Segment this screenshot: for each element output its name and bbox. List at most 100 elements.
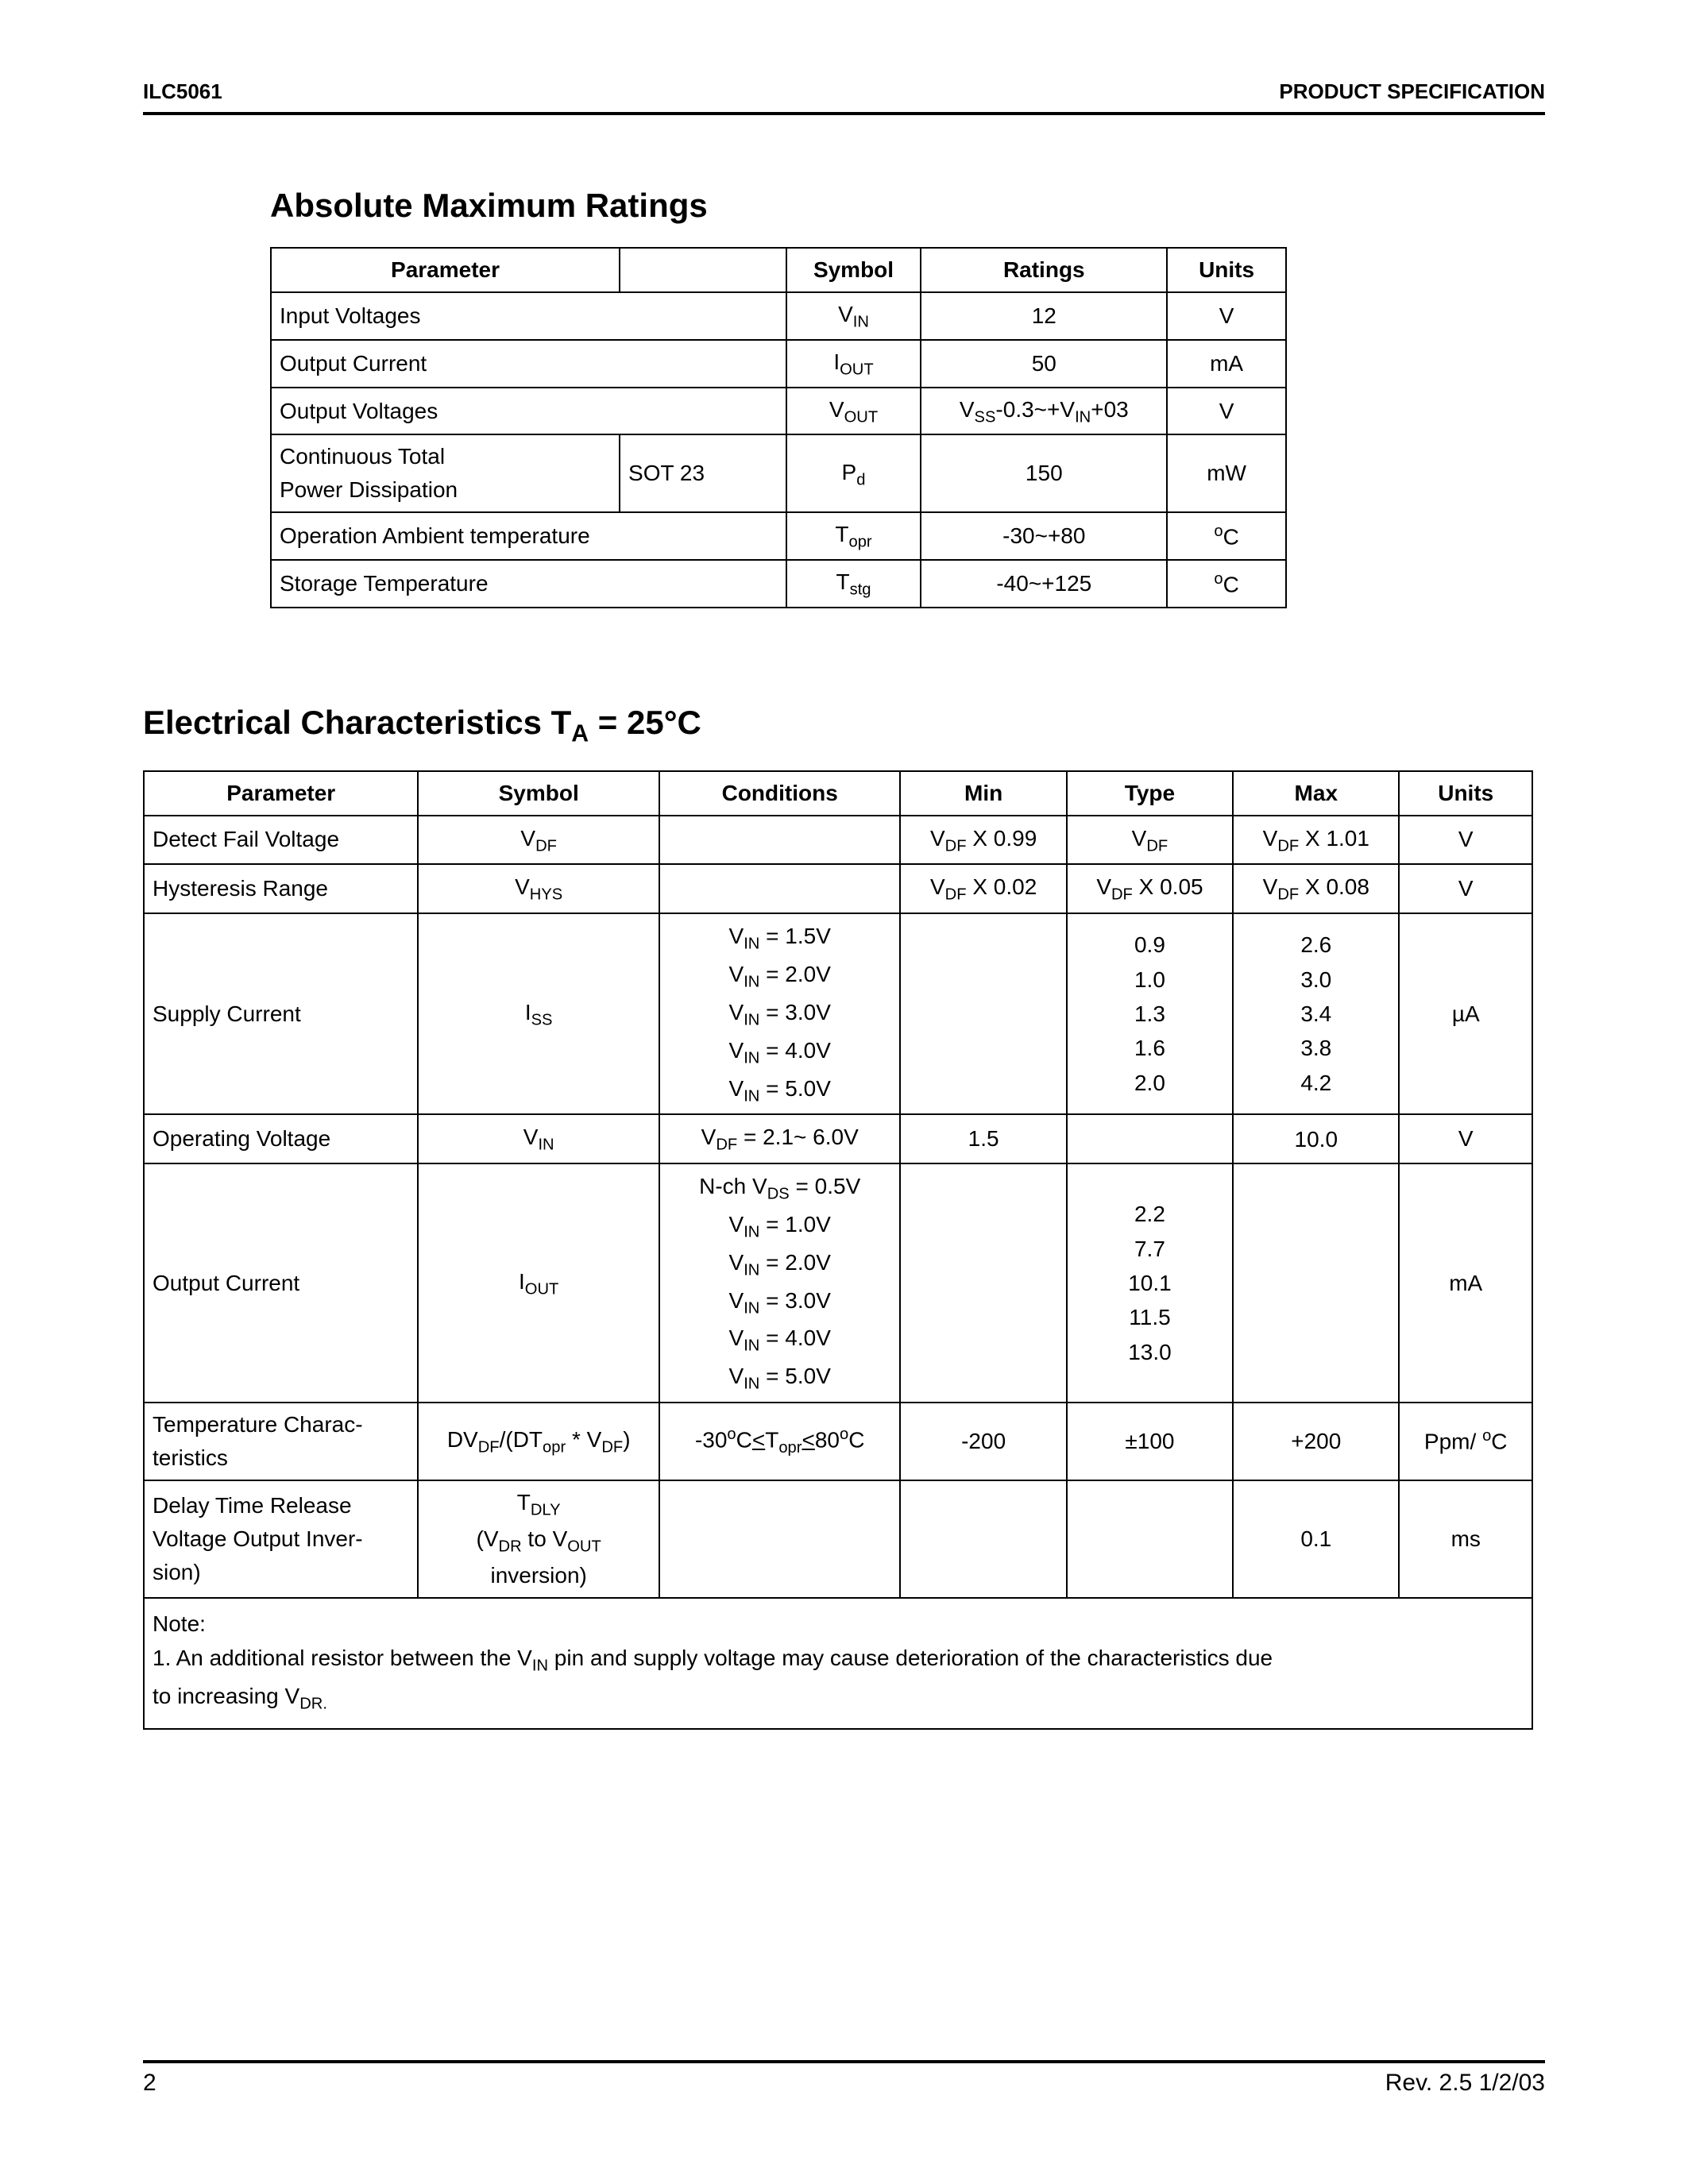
table-row: Temperature Charac-teristicsDVDF/(DTopr … [144,1403,1532,1480]
col-ratings: Ratings [921,248,1167,292]
cell-conditions [659,864,901,913]
cell-parameter: Operating Voltage [144,1114,418,1163]
table-row: Operation Ambient temperatureTopr-30~+80… [271,512,1286,560]
cell-min: -200 [900,1403,1066,1480]
col-symbol: Symbol [786,248,921,292]
cell-units: mA [1167,340,1286,388]
cell-symbol: VIN [418,1114,659,1163]
cell-package: SOT 23 [620,434,786,512]
cell-parameter: Temperature Charac-teristics [144,1403,418,1480]
table-row: Storage TemperatureTstg-40~+125oC [271,560,1286,608]
cell-conditions: VDF = 2.1~ 6.0V [659,1114,901,1163]
cell-symbol: ISS [418,913,659,1114]
table-row: Delay Time ReleaseVoltage Output Inver-s… [144,1480,1532,1598]
col-max: Max [1233,771,1399,816]
cell-type [1067,1480,1233,1598]
cell-symbol: Pd [786,434,921,512]
cell-max: 0.1 [1233,1480,1399,1598]
table-note: Note:1. An additional resistor between t… [144,1598,1532,1729]
cell-units: mA [1399,1163,1532,1403]
cell-symbol: IOUT [418,1163,659,1403]
cell-units: oC [1167,560,1286,608]
cell-units: oC [1167,512,1286,560]
cell-units: V [1399,816,1532,865]
cell-type: 0.91.01.31.62.0 [1067,913,1233,1114]
cell-max [1233,1163,1399,1403]
section1-title: Absolute Maximum Ratings [270,187,1545,225]
section2-title: Electrical Characteristics TA = 25°C [143,704,1545,747]
cell-symbol: TDLY(VDR to VOUTinversion) [418,1480,659,1598]
header-left: ILC5061 [143,79,222,104]
cell-parameter: Storage Temperature [271,560,786,608]
col-type: Type [1067,771,1233,816]
table-row: Output CurrentIOUTN-ch VDS = 0.5VVIN = 1… [144,1163,1532,1403]
col-symbol: Symbol [418,771,659,816]
cell-units: ms [1399,1480,1532,1598]
footer-revision: Rev. 2.5 1/2/03 [1385,2070,1545,2097]
cell-type: VDF X 0.05 [1067,864,1233,913]
table-row: Output VoltagesVOUTVSS-0.3~+VIN+03V [271,388,1286,435]
cell-parameter: Output Voltages [271,388,786,435]
table-note-row: Note:1. An additional resistor between t… [144,1598,1532,1729]
cell-symbol: VDF [418,816,659,865]
cell-min [900,1163,1066,1403]
cell-conditions: N-ch VDS = 0.5VVIN = 1.0VVIN = 2.0VVIN =… [659,1163,901,1403]
cell-max: 10.0 [1233,1114,1399,1163]
cell-units: V [1399,864,1532,913]
cell-ratings: VSS-0.3~+VIN+03 [921,388,1167,435]
cell-symbol: VIN [786,292,921,340]
cell-min: 1.5 [900,1114,1066,1163]
cell-parameter: Output Current [144,1163,418,1403]
table2-header-row: Parameter Symbol Conditions Min Type Max… [144,771,1532,816]
cell-symbol: IOUT [786,340,921,388]
page-footer: 2 Rev. 2.5 1/2/03 [143,2060,1545,2097]
cell-units: V [1167,388,1286,435]
cell-symbol: Topr [786,512,921,560]
table-row: Detect Fail VoltageVDFVDF X 0.99VDFVDF X… [144,816,1532,865]
cell-max: VDF X 0.08 [1233,864,1399,913]
cell-ratings: 50 [921,340,1167,388]
cell-ratings: -30~+80 [921,512,1167,560]
cell-units: mW [1167,434,1286,512]
col-parameter: Parameter [144,771,418,816]
cell-parameter: Operation Ambient temperature [271,512,786,560]
cell-parameter: Continuous TotalPower Dissipation [271,434,620,512]
table-row: Output CurrentIOUT50mA [271,340,1286,388]
table-row: Input VoltagesVIN12V [271,292,1286,340]
cell-min [900,913,1066,1114]
cell-min: VDF X 0.99 [900,816,1066,865]
cell-symbol: VHYS [418,864,659,913]
abs-max-ratings-table: Parameter Symbol Ratings Units Input Vol… [270,247,1287,608]
col-units: Units [1399,771,1532,816]
col-blank [620,248,786,292]
cell-type: VDF [1067,816,1233,865]
table-row: Operating VoltageVINVDF = 2.1~ 6.0V1.5 10… [144,1114,1532,1163]
col-conditions: Conditions [659,771,901,816]
cell-ratings: 12 [921,292,1167,340]
col-min: Min [900,771,1066,816]
cell-type: 2.27.710.111.513.0 [1067,1163,1233,1403]
cell-units: Ppm/ oC [1399,1403,1532,1480]
cell-ratings: 150 [921,434,1167,512]
cell-symbol: VOUT [786,388,921,435]
cell-conditions: VIN = 1.5VVIN = 2.0VVIN = 3.0VVIN = 4.0V… [659,913,901,1114]
cell-symbol: DVDF/(DTopr * VDF) [418,1403,659,1480]
col-units: Units [1167,248,1286,292]
cell-max: VDF X 1.01 [1233,816,1399,865]
cell-parameter: Output Current [271,340,786,388]
cell-ratings: -40~+125 [921,560,1167,608]
cell-parameter: Detect Fail Voltage [144,816,418,865]
cell-parameter: Hysteresis Range [144,864,418,913]
cell-type: ±100 [1067,1403,1233,1480]
cell-parameter: Delay Time ReleaseVoltage Output Inver-s… [144,1480,418,1598]
cell-conditions [659,1480,901,1598]
cell-parameter: Input Voltages [271,292,786,340]
col-parameter: Parameter [271,248,620,292]
table-row: Hysteresis RangeVHYS VDF X 0.02VDF X 0.05… [144,864,1532,913]
cell-min: VDF X 0.02 [900,864,1066,913]
table-row: Continuous TotalPower DissipationSOT 23P… [271,434,1286,512]
footer-page-number: 2 [143,2070,156,2097]
cell-max: 2.63.03.43.84.2 [1233,913,1399,1114]
cell-units: V [1399,1114,1532,1163]
cell-units: V [1167,292,1286,340]
